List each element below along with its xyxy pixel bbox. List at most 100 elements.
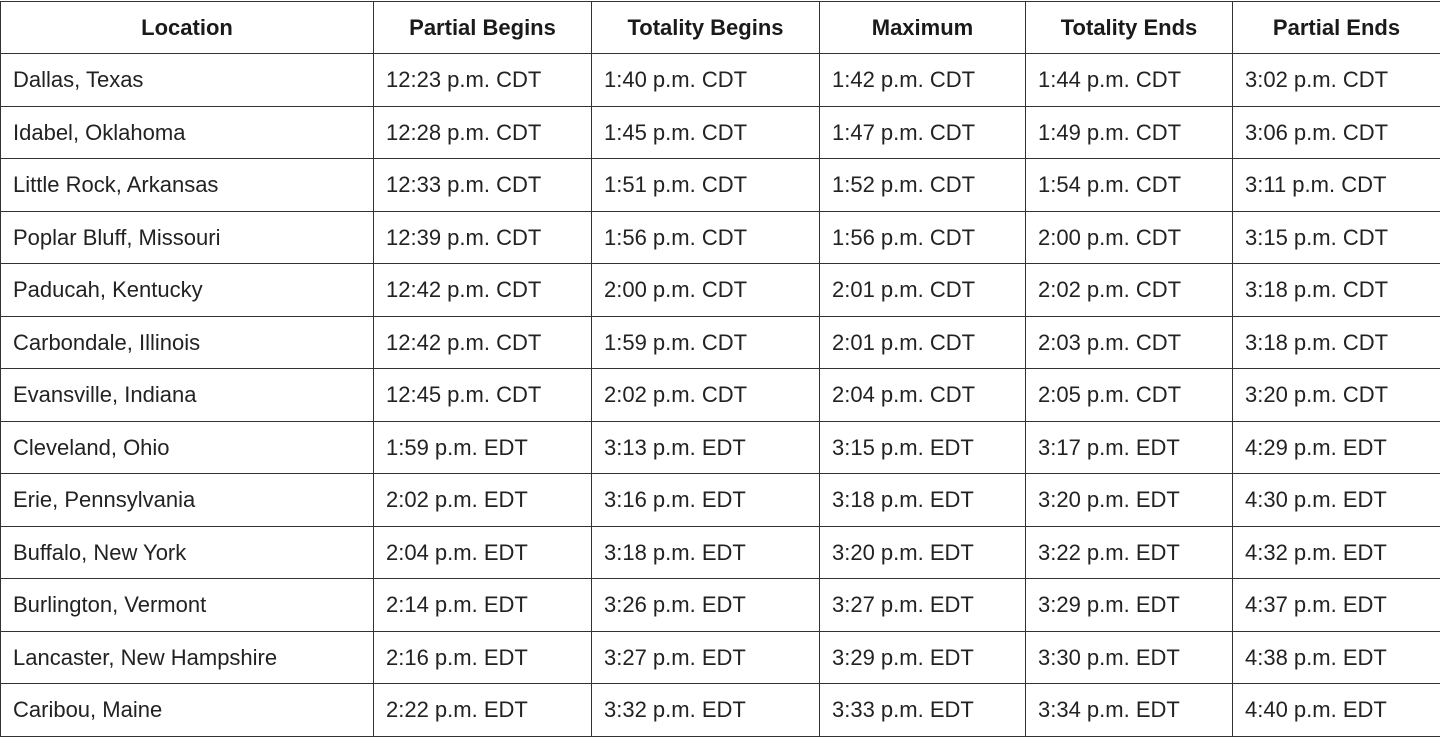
totality-begins-cell: 3:32 p.m. EDT — [591, 683, 820, 737]
location-cell: Evansville, Indiana — [0, 368, 374, 422]
location-cell: Cleveland, Ohio — [0, 420, 374, 474]
partial-begins-cell: 2:04 p.m. EDT — [373, 525, 592, 579]
totality-begins-cell: 3:26 p.m. EDT — [591, 578, 820, 632]
partial-begins-cell: 12:33 p.m. CDT — [373, 158, 592, 212]
totality-begins-cell: 1:59 p.m. CDT — [591, 315, 820, 369]
table-row: Lancaster, New Hampshire 2:16 p.m. EDT 3:2… — [0, 630, 1440, 684]
location-cell: Poplar Bluff, Missouri — [0, 210, 374, 264]
maximum-cell: 1:52 p.m. CDT — [819, 158, 1026, 212]
totality-ends-cell: 1:44 p.m. CDT — [1025, 53, 1233, 107]
table-header-row: Location Partial Begins Totality Begins … — [0, 1, 1440, 54]
table-row: Little Rock, Arkansas 12:33 p.m. CDT 1:51 … — [0, 158, 1440, 212]
maximum-cell: 3:29 p.m. EDT — [819, 630, 1026, 684]
totality-begins-cell: 2:02 p.m. CDT — [591, 368, 820, 422]
totality-begins-cell: 1:51 p.m. CDT — [591, 158, 820, 212]
maximum-cell: 1:47 p.m. CDT — [819, 105, 1026, 159]
partial-begins-cell: 2:16 p.m. EDT — [373, 630, 592, 684]
table-row: Poplar Bluff, Missouri 12:39 p.m. CDT 1:56… — [0, 210, 1440, 264]
partial-ends-cell: 3:06 p.m. CDT — [1232, 105, 1440, 159]
totality-ends-cell: 2:05 p.m. CDT — [1025, 368, 1233, 422]
totality-ends-cell: 2:00 p.m. CDT — [1025, 210, 1233, 264]
partial-ends-cell: 4:32 p.m. EDT — [1232, 525, 1440, 579]
partial-ends-cell: 3:02 p.m. CDT — [1232, 53, 1440, 107]
maximum-cell: 1:42 p.m. CDT — [819, 53, 1026, 107]
table-row: Buffalo, New York 2:04 p.m. EDT 3:18 p.m. … — [0, 525, 1440, 579]
table-row: Evansville, Indiana 12:45 p.m. CDT 2:02 p.… — [0, 368, 1440, 422]
partial-begins-cell: 12:23 p.m. CDT — [373, 53, 592, 107]
header-totality-ends: Totality Ends — [1025, 1, 1233, 54]
partial-ends-cell: 3:18 p.m. CDT — [1232, 263, 1440, 317]
maximum-cell: 1:56 p.m. CDT — [819, 210, 1026, 264]
totality-ends-cell: 2:02 p.m. CDT — [1025, 263, 1233, 317]
location-cell: Little Rock, Arkansas — [0, 158, 374, 212]
totality-begins-cell: 1:56 p.m. CDT — [591, 210, 820, 264]
partial-ends-cell: 4:29 p.m. EDT — [1232, 420, 1440, 474]
partial-begins-cell: 12:39 p.m. CDT — [373, 210, 592, 264]
location-cell: Idabel, Oklahoma — [0, 105, 374, 159]
totality-ends-cell: 3:22 p.m. EDT — [1025, 525, 1233, 579]
partial-ends-cell: 3:18 p.m. CDT — [1232, 315, 1440, 369]
table-row: Dallas, Texas 12:23 p.m. CDT 1:40 p.m. CDT… — [0, 53, 1440, 107]
totality-begins-cell: 3:13 p.m. EDT — [591, 420, 820, 474]
totality-ends-cell: 3:20 p.m. EDT — [1025, 473, 1233, 527]
table-row: Idabel, Oklahoma 12:28 p.m. CDT 1:45 p.m. … — [0, 105, 1440, 159]
table-row: Carbondale, Illinois 12:42 p.m. CDT 1:59 p… — [0, 315, 1440, 369]
totality-ends-cell: 2:03 p.m. CDT — [1025, 315, 1233, 369]
maximum-cell: 3:20 p.m. EDT — [819, 525, 1026, 579]
table-body: Dallas, Texas 12:23 p.m. CDT 1:40 p.m. CDT… — [0, 53, 1440, 737]
partial-ends-cell: 3:11 p.m. CDT — [1232, 158, 1440, 212]
table-row: Cleveland, Ohio 1:59 p.m. EDT 3:13 p.m. ED… — [0, 420, 1440, 474]
header-partial-ends: Partial Ends — [1232, 1, 1440, 54]
partial-begins-cell: 12:42 p.m. CDT — [373, 263, 592, 317]
partial-begins-cell: 2:14 p.m. EDT — [373, 578, 592, 632]
totality-ends-cell: 1:54 p.m. CDT — [1025, 158, 1233, 212]
table-row: Burlington, Vermont 2:14 p.m. EDT 3:26 p.m… — [0, 578, 1440, 632]
partial-ends-cell: 4:37 p.m. EDT — [1232, 578, 1440, 632]
partial-begins-cell: 12:45 p.m. CDT — [373, 368, 592, 422]
maximum-cell: 3:27 p.m. EDT — [819, 578, 1026, 632]
totality-begins-cell: 1:40 p.m. CDT — [591, 53, 820, 107]
header-totality-begins: Totality Begins — [591, 1, 820, 54]
maximum-cell: 3:33 p.m. EDT — [819, 683, 1026, 737]
location-cell: Buffalo, New York — [0, 525, 374, 579]
totality-ends-cell: 3:17 p.m. EDT — [1025, 420, 1233, 474]
location-cell: Dallas, Texas — [0, 53, 374, 107]
location-cell: Caribou, Maine — [0, 683, 374, 737]
maximum-cell: 2:01 p.m. CDT — [819, 263, 1026, 317]
location-cell: Burlington, Vermont — [0, 578, 374, 632]
partial-begins-cell: 2:02 p.m. EDT — [373, 473, 592, 527]
header-maximum: Maximum — [819, 1, 1026, 54]
totality-ends-cell: 3:29 p.m. EDT — [1025, 578, 1233, 632]
header-location: Location — [0, 1, 374, 54]
location-cell: Lancaster, New Hampshire — [0, 630, 374, 684]
location-cell: Paducah, Kentucky — [0, 263, 374, 317]
maximum-cell: 3:15 p.m. EDT — [819, 420, 1026, 474]
partial-ends-cell: 4:38 p.m. EDT — [1232, 630, 1440, 684]
totality-begins-cell: 2:00 p.m. CDT — [591, 263, 820, 317]
table-row: Paducah, Kentucky 12:42 p.m. CDT 2:00 p.m.… — [0, 263, 1440, 317]
partial-begins-cell: 12:28 p.m. CDT — [373, 105, 592, 159]
location-cell: Erie, Pennsylvania — [0, 473, 374, 527]
maximum-cell: 2:04 p.m. CDT — [819, 368, 1026, 422]
partial-begins-cell: 1:59 p.m. EDT — [373, 420, 592, 474]
totality-ends-cell: 1:49 p.m. CDT — [1025, 105, 1233, 159]
partial-begins-cell: 12:42 p.m. CDT — [373, 315, 592, 369]
totality-begins-cell: 1:45 p.m. CDT — [591, 105, 820, 159]
totality-begins-cell: 3:16 p.m. EDT — [591, 473, 820, 527]
partial-ends-cell: 3:20 p.m. CDT — [1232, 368, 1440, 422]
table-row: Erie, Pennsylvania 2:02 p.m. EDT 3:16 p.m.… — [0, 473, 1440, 527]
location-cell: Carbondale, Illinois — [0, 315, 374, 369]
partial-ends-cell: 4:40 p.m. EDT — [1232, 683, 1440, 737]
maximum-cell: 3:18 p.m. EDT — [819, 473, 1026, 527]
totality-begins-cell: 3:18 p.m. EDT — [591, 525, 820, 579]
header-partial-begins: Partial Begins — [373, 1, 592, 54]
partial-ends-cell: 3:15 p.m. CDT — [1232, 210, 1440, 264]
totality-begins-cell: 3:27 p.m. EDT — [591, 630, 820, 684]
maximum-cell: 2:01 p.m. CDT — [819, 315, 1026, 369]
partial-ends-cell: 4:30 p.m. EDT — [1232, 473, 1440, 527]
totality-ends-cell: 3:30 p.m. EDT — [1025, 630, 1233, 684]
totality-ends-cell: 3:34 p.m. EDT — [1025, 683, 1233, 737]
partial-begins-cell: 2:22 p.m. EDT — [373, 683, 592, 737]
table-row: Caribou, Maine 2:22 p.m. EDT 3:32 p.m. EDT… — [0, 683, 1440, 737]
